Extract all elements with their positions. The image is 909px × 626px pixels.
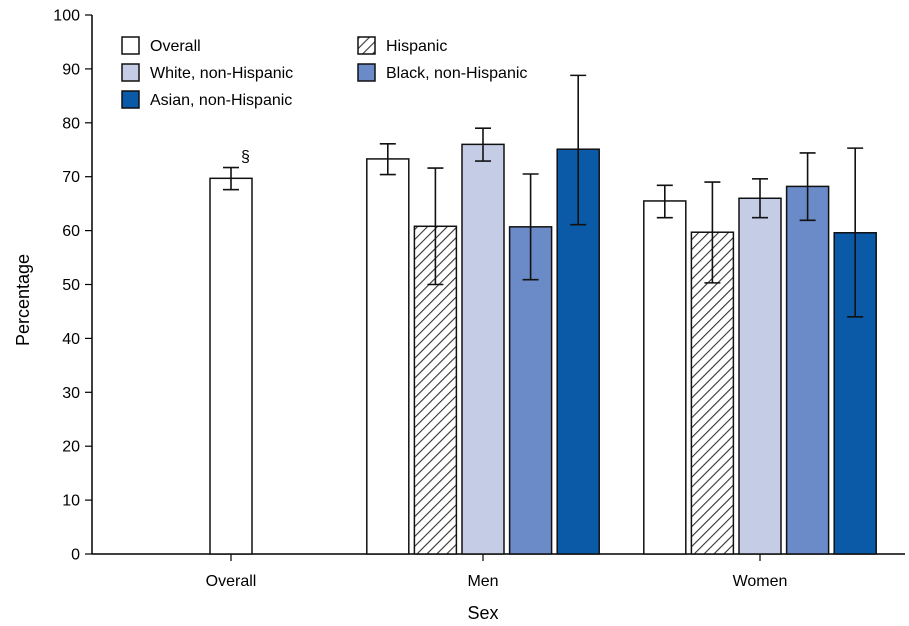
legend-swatch [357, 36, 376, 55]
legend-swatch [121, 90, 140, 109]
legend-item: Hispanic [357, 36, 447, 55]
y-tick-label: 80 [62, 115, 80, 132]
legend: Overall Hispanic White, non-Hispanic Black,… [121, 36, 527, 109]
legend-label: Overall [150, 38, 201, 55]
bar-men-black-non-hispanic [508, 226, 553, 555]
x-tick-label: Men [467, 573, 498, 590]
y-tick-label: 10 [62, 493, 80, 510]
bar-men-overall [366, 158, 410, 555]
legend-swatch [357, 63, 376, 82]
legend-swatch [121, 36, 140, 55]
plot-area: 0 10 20 30 40 50 60 70 80 90 100 Overall Men Women § [53, 8, 905, 590]
x-tick-label: Women [733, 573, 788, 590]
legend-item: Asian, non-Hispanic [121, 90, 292, 109]
y-tick-label: 70 [62, 169, 80, 186]
bar-overall-overall [209, 177, 253, 555]
y-tick-label: 0 [71, 547, 80, 564]
y-tick-label: 50 [62, 277, 80, 294]
annotation-mark: § [241, 149, 250, 166]
legend-item: White, non-Hispanic [121, 63, 293, 82]
legend-label: Black, non-Hispanic [386, 65, 527, 82]
legend-item: Black, non-Hispanic [357, 63, 527, 82]
y-tick-label: 20 [62, 439, 80, 456]
x-tick-label: Overall [206, 573, 257, 590]
bar-women-white-non-hispanic [738, 197, 782, 555]
y-tick-label: 90 [62, 61, 80, 78]
legend-item: Overall [121, 36, 201, 55]
legend-label: White, non-Hispanic [150, 65, 293, 82]
y-tick-label: 40 [62, 331, 80, 348]
legend-label: Asian, non-Hispanic [150, 92, 292, 109]
bar-men-white-non-hispanic [461, 143, 505, 555]
y-tick-label: 30 [62, 385, 80, 402]
y-axis-title: Percentage [13, 254, 33, 346]
legend-swatch [121, 63, 140, 82]
y-tick-label: 100 [53, 8, 80, 25]
x-axis-title: Sex [467, 603, 498, 623]
bar-women-black-non-hispanic [785, 185, 830, 555]
legend-label: Hispanic [386, 38, 447, 55]
y-tick-label: 60 [62, 223, 80, 240]
bar-women-overall [643, 200, 687, 555]
